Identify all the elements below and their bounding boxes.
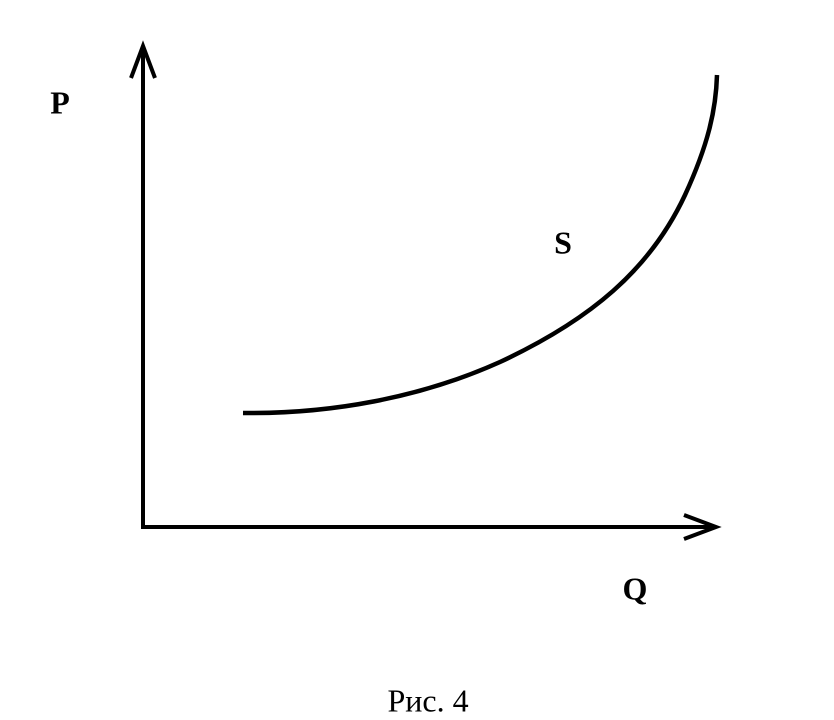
- supply-curve: [242, 74, 720, 416]
- curve-label: S: [554, 224, 572, 260]
- y-axis-label: P: [50, 84, 70, 120]
- x-axis-arrow: [683, 513, 722, 541]
- caption: Рис. 4: [387, 682, 468, 718]
- y-axis-arrow: [129, 40, 157, 79]
- x-axis-label: Q: [623, 570, 648, 606]
